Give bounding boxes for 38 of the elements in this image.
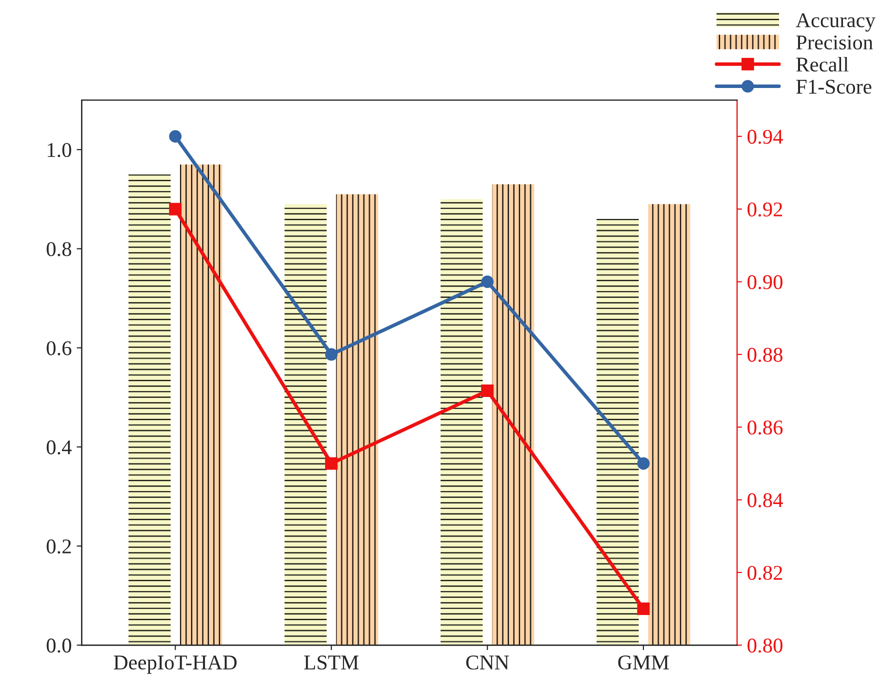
legend-label: F1-Score bbox=[796, 80, 872, 94]
y-tick-label: 0.2 bbox=[46, 539, 71, 554]
bar bbox=[336, 194, 378, 646]
y-tick-label: 0.6 bbox=[46, 341, 72, 356]
x-tick-label: DeepIoT-HAD bbox=[114, 656, 237, 674]
y-tick-label: 0.0 bbox=[46, 638, 72, 653]
legend-label: Accuracy bbox=[796, 13, 876, 32]
x-tick-label: LSTM bbox=[304, 656, 359, 670]
y2-tick-label: 0.80 bbox=[748, 638, 782, 653]
y2-tick-label: 0.92 bbox=[748, 202, 782, 217]
point bbox=[637, 602, 650, 616]
x-tick-label: CNN bbox=[466, 656, 509, 670]
x-tick-label: GMM bbox=[618, 656, 669, 670]
point bbox=[481, 384, 494, 398]
point bbox=[169, 202, 182, 216]
bar bbox=[128, 174, 171, 646]
y2-tick-label: 0.84 bbox=[748, 493, 783, 508]
y2-tick-label: 0.86 bbox=[748, 420, 783, 435]
y2-tick-label: 0.94 bbox=[748, 130, 783, 144]
bar bbox=[440, 199, 483, 646]
point bbox=[325, 348, 338, 361]
y-tick-label: 0.4 bbox=[46, 440, 72, 454]
point bbox=[481, 276, 494, 288]
bar bbox=[648, 204, 690, 646]
y2-tick-label: 0.90 bbox=[748, 275, 782, 290]
bar bbox=[596, 218, 639, 646]
y-tick-label: 0.8 bbox=[46, 242, 72, 256]
y-tick-label: 1.0 bbox=[48, 142, 72, 158]
point bbox=[637, 457, 650, 470]
legend-label: Recall bbox=[796, 56, 848, 72]
bar bbox=[492, 184, 534, 646]
bar bbox=[180, 164, 222, 646]
y2-tick-label: 0.88 bbox=[748, 348, 782, 362]
legend-label: Precision bbox=[796, 35, 873, 50]
point bbox=[169, 130, 182, 143]
point bbox=[325, 457, 338, 470]
bar bbox=[284, 204, 327, 646]
y2-tick-label: 0.82 bbox=[748, 566, 782, 580]
